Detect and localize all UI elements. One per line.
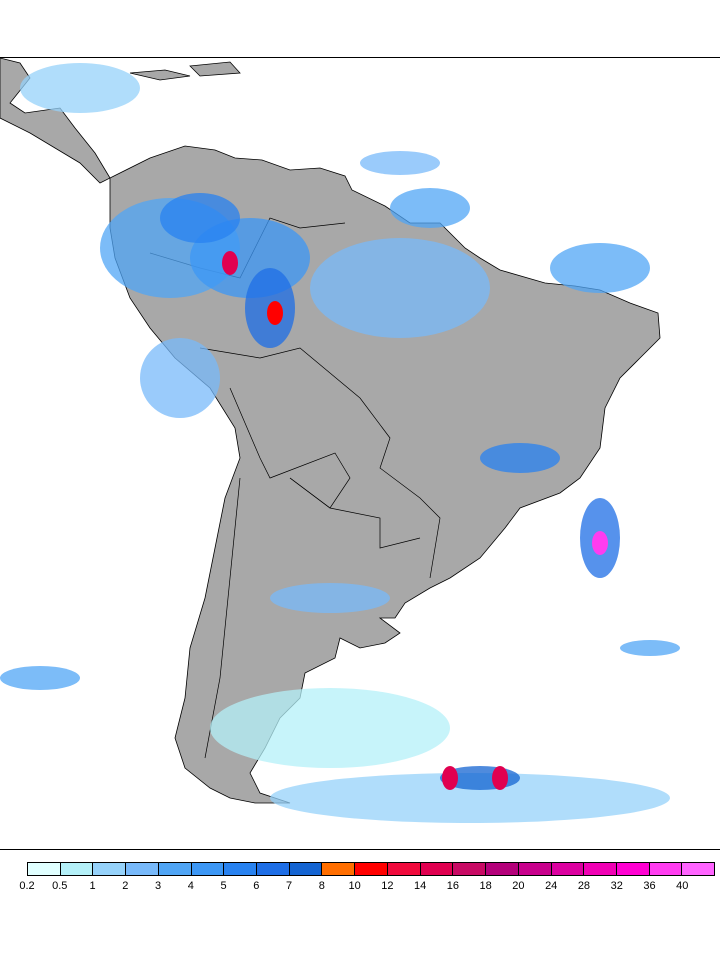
rain-area xyxy=(550,243,650,293)
colorbar-swatch xyxy=(649,863,683,875)
colorbar-label: 40 xyxy=(676,880,689,892)
colorbar-swatch xyxy=(93,863,127,875)
rain-area xyxy=(0,666,80,690)
rain-area xyxy=(140,338,220,418)
heavy-rain-core xyxy=(492,766,508,790)
colorbar-swatch xyxy=(518,863,552,875)
hispaniola xyxy=(189,61,241,77)
colorbar-label: 4 xyxy=(187,880,194,892)
colorbar-swatch xyxy=(60,863,94,875)
colorbar-label: 18 xyxy=(479,880,492,892)
colorbar-label: 12 xyxy=(381,880,394,892)
colorbar-label: 20 xyxy=(512,880,525,892)
colorbar-swatch xyxy=(584,863,617,875)
colorbar-label: 8 xyxy=(318,880,325,892)
colorbar-swatch xyxy=(387,863,421,875)
colorbar-swatch xyxy=(551,863,585,875)
rain-area xyxy=(480,443,560,473)
colorbar-swatch xyxy=(28,863,61,875)
rain-area xyxy=(270,773,670,823)
colorbar xyxy=(27,862,715,876)
colorbar-label: 14 xyxy=(414,880,427,892)
colorbar-label: 16 xyxy=(446,880,460,892)
colorbar-swatch xyxy=(616,863,650,875)
colorbar-label: 32 xyxy=(610,880,623,892)
rain-area xyxy=(620,640,680,656)
colorbar-label: 6 xyxy=(253,880,260,892)
rain-area xyxy=(310,238,490,338)
rain-area xyxy=(160,193,240,243)
rain-area xyxy=(20,63,140,113)
colorbar-swatch xyxy=(453,863,487,875)
colorbar-label: 5 xyxy=(220,880,227,892)
colorbar-swatch xyxy=(224,863,258,875)
precipitation-map xyxy=(0,57,720,850)
colorbar-label: 0.5 xyxy=(52,880,68,892)
rain-area xyxy=(270,583,390,613)
colorbar-swatch xyxy=(322,863,356,875)
colorbar-swatch xyxy=(486,863,519,875)
rain-area xyxy=(210,688,450,768)
colorbar-swatch xyxy=(420,863,454,875)
colorbar-swatch xyxy=(682,863,715,875)
heavy-rain-core xyxy=(592,531,608,555)
colorbar-label: 28 xyxy=(577,880,591,892)
colorbar-label: 36 xyxy=(643,880,656,892)
colorbar-swatch xyxy=(257,863,290,875)
colorbar-label: 0.2 xyxy=(19,880,35,892)
colorbar-label: 10 xyxy=(348,880,361,892)
colorbar-label: 24 xyxy=(545,880,558,892)
heavy-rain-core xyxy=(267,301,283,325)
colorbar-swatch xyxy=(289,863,323,875)
colorbar-swatch xyxy=(355,863,388,875)
colorbar-label: 7 xyxy=(286,880,293,892)
cuba xyxy=(129,69,191,81)
colorbar-swatch xyxy=(158,863,192,875)
rain-area xyxy=(360,151,440,175)
heavy-rain-core xyxy=(222,251,238,275)
colorbar-label: 2 xyxy=(122,880,129,892)
precipitation-areas xyxy=(0,63,680,823)
colorbar-label: 3 xyxy=(154,880,162,892)
colorbar-label: 1 xyxy=(89,880,96,892)
heavy-rain-core xyxy=(442,766,458,790)
colorbar-swatch xyxy=(191,863,225,875)
colorbar-swatch xyxy=(126,863,159,875)
rain-area xyxy=(390,188,470,228)
colorbar-labels: 0.2 0.5 1 2 3 4 5 6 7 8 10 12 14 16 18 20 24 28 32 36 40 xyxy=(19,880,715,894)
